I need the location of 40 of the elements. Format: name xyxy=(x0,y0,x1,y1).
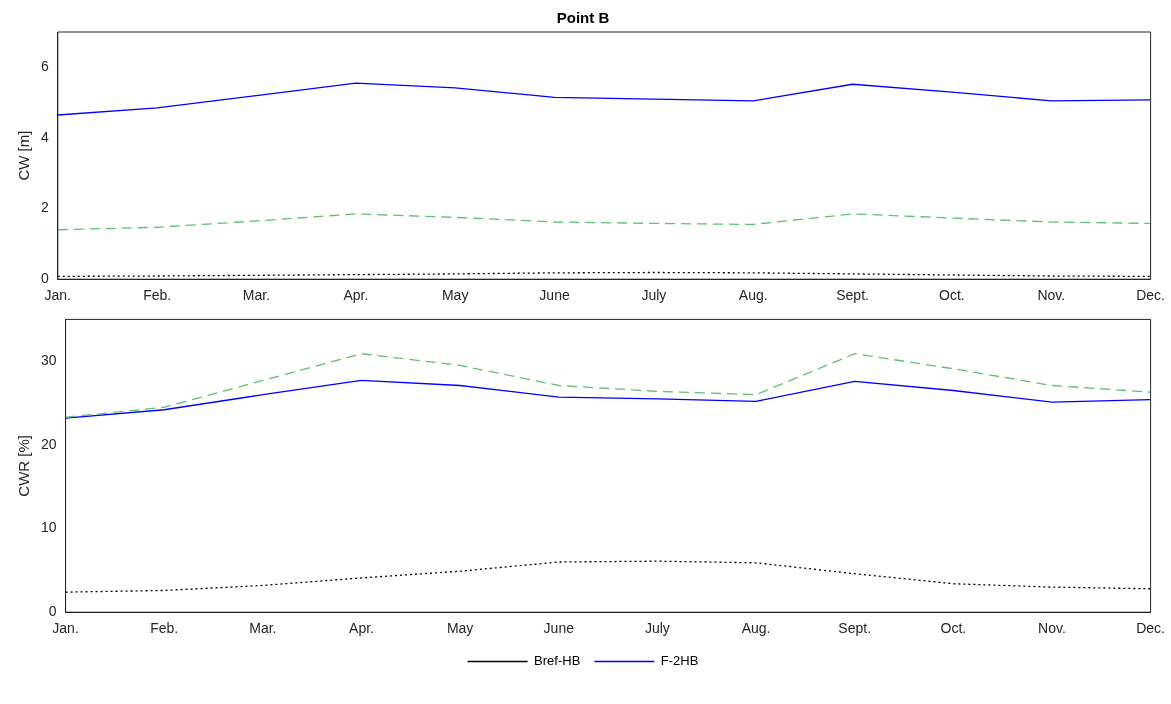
line-series xyxy=(57,213,1152,231)
x-tick-label: Oct. xyxy=(939,287,965,304)
x-tick-label: Feb. xyxy=(143,287,172,304)
x-tick-label: Mar. xyxy=(242,287,271,304)
x-tick-label: May xyxy=(441,287,469,304)
y-tick-label: 20 xyxy=(40,435,57,452)
x-tick-label: Jan. xyxy=(44,287,72,304)
y-axis-title: CWR [%] xyxy=(15,434,33,497)
y-tick-label: 2 xyxy=(40,199,49,216)
x-tick-label: Jan. xyxy=(52,620,79,637)
x-tick-label: July xyxy=(644,620,670,637)
x-tick-label: Mar. xyxy=(249,620,277,637)
x-tick-label: Dec. xyxy=(1136,287,1166,304)
y-tick-label: 4 xyxy=(40,128,49,145)
legend-label: Bref-HB xyxy=(534,653,581,669)
x-tick-label: Nov. xyxy=(1038,620,1066,637)
y-axis-title: CW [m] xyxy=(15,130,33,181)
x-tick-label: Nov. xyxy=(1037,287,1066,304)
legend-label: F-2HB xyxy=(660,653,699,669)
x-tick-label: Dec. xyxy=(1136,620,1166,637)
x-tick-label: Aug. xyxy=(738,287,768,304)
chart-title: Point B xyxy=(556,9,610,27)
x-tick-label: Aug. xyxy=(741,620,771,637)
x-tick-label: Feb. xyxy=(150,620,179,637)
x-tick-label: Apr. xyxy=(343,287,369,304)
x-tick-label: June xyxy=(543,620,575,637)
line-series xyxy=(64,353,1152,418)
x-tick-label: May xyxy=(446,620,474,637)
y-tick-label: 0 xyxy=(40,270,49,287)
x-tick-label: Oct. xyxy=(940,620,967,637)
line-series xyxy=(64,560,1152,593)
x-tick-label: July xyxy=(641,287,667,304)
y-tick-label: 30 xyxy=(40,352,57,369)
x-tick-label: June xyxy=(539,287,570,304)
x-tick-label: Sept. xyxy=(838,620,872,637)
y-tick-label: 10 xyxy=(40,519,57,536)
x-tick-label: Apr. xyxy=(349,620,374,637)
x-tick-label: Sept. xyxy=(836,287,869,304)
y-tick-label: 6 xyxy=(40,58,49,75)
y-tick-label: 0 xyxy=(48,603,57,620)
